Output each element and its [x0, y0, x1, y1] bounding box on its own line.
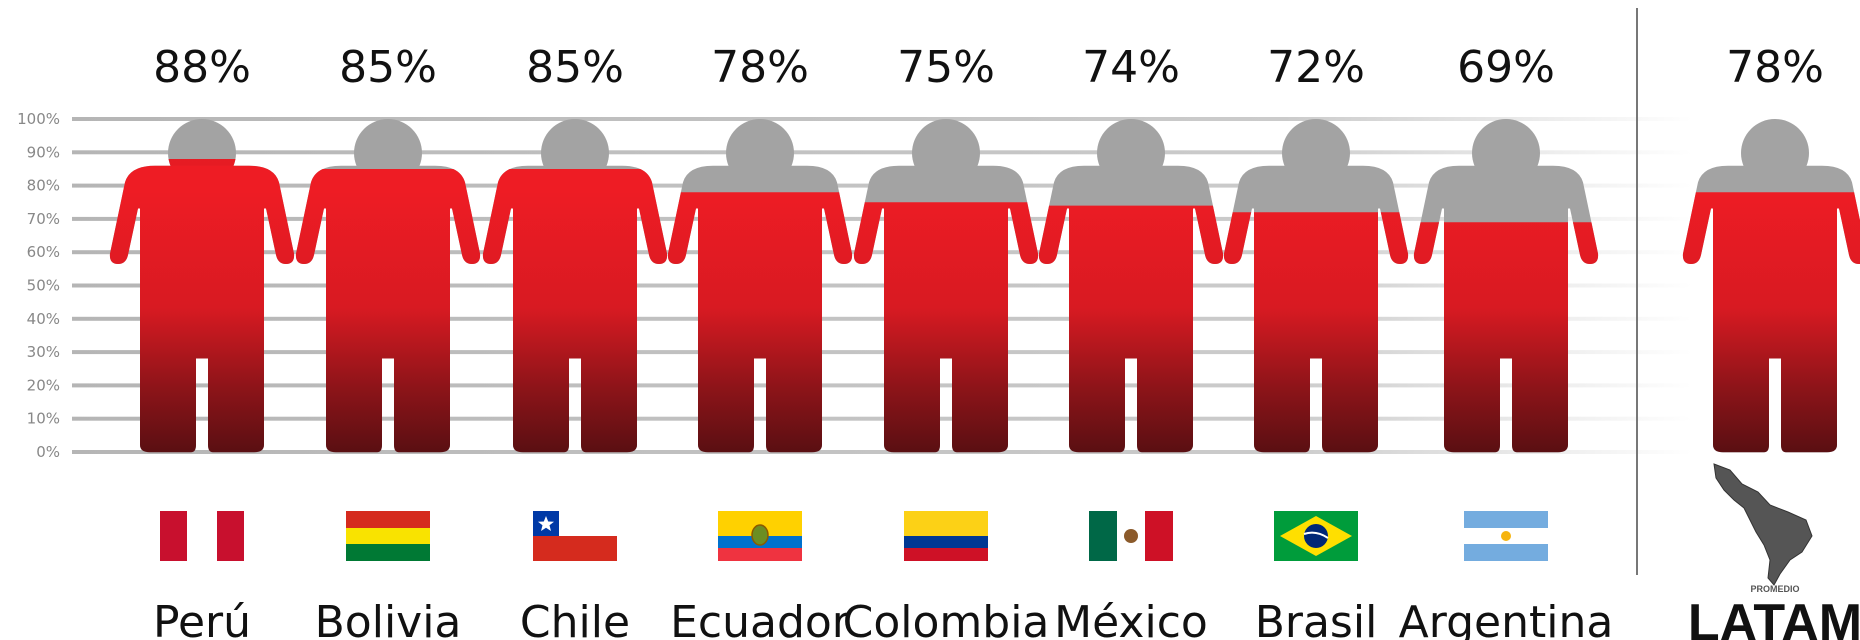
grid-line: [72, 383, 1692, 388]
flag-mexico-icon: [1089, 511, 1173, 561]
y-tick-label: 20%: [27, 376, 60, 394]
country-name: Argentina: [1399, 597, 1614, 640]
grid-line: [72, 316, 1692, 321]
y-tick-label: 90%: [27, 143, 60, 161]
grid-line: [72, 216, 1692, 221]
flag-argentina-icon: [1464, 511, 1548, 561]
value-label: 85%: [526, 42, 624, 93]
person-figure: [482, 119, 668, 453]
grid-line: [72, 350, 1692, 355]
person-figure: [853, 119, 1039, 453]
value-label: 85%: [339, 42, 437, 93]
country-name: Bolivia: [315, 597, 462, 640]
value-label: 74%: [1082, 42, 1180, 93]
person-figure: [1038, 119, 1224, 453]
value-label: 72%: [1267, 42, 1365, 93]
person-figure: [109, 119, 295, 453]
average-value-label: 78%: [1726, 42, 1824, 93]
y-tick-label: 30%: [27, 343, 60, 361]
country-flags: [160, 511, 1548, 561]
flag-bolivia-icon: [346, 511, 430, 561]
average-person-figure: [1682, 119, 1860, 453]
y-tick-label: 10%: [27, 410, 60, 428]
average-sublabel: PROMEDIO: [1750, 584, 1799, 594]
country-name: Perú: [153, 597, 251, 640]
country-name: México: [1054, 597, 1208, 640]
person-figure: [667, 119, 853, 453]
flag-ecuador-icon: [718, 511, 802, 561]
flag-peru-icon: [160, 511, 244, 561]
value-label: 69%: [1457, 42, 1555, 93]
country-name: Ecuador: [670, 597, 851, 640]
grid-line: [72, 150, 1692, 155]
value-label: 75%: [897, 42, 995, 93]
average-label: LATAM: [1688, 594, 1860, 640]
person-figures: [109, 119, 1599, 453]
y-tick-label: 60%: [27, 243, 60, 261]
grid-line: [72, 117, 1692, 121]
country-name: Brasil: [1255, 597, 1378, 640]
y-axis-ticks: 100% 90% 80% 70% 60% 50% 40% 30% 20% 10% 0%: [17, 110, 60, 461]
person-figure: [295, 119, 481, 453]
person-figure: [1223, 119, 1409, 453]
country-name: Colombia: [843, 597, 1050, 640]
value-labels: 88% 85% 85% 78% 75% 74% 72% 69%: [153, 42, 1555, 93]
country-name: Chile: [520, 597, 630, 640]
y-tick-label: 0%: [36, 443, 60, 461]
person-figure: [1413, 119, 1599, 453]
latam-map-icon: [1713, 463, 1813, 586]
flag-colombia-icon: [904, 511, 988, 561]
grid-line: [72, 416, 1692, 421]
y-tick-label: 80%: [27, 177, 60, 195]
value-label: 88%: [153, 42, 251, 93]
grid-line: [72, 283, 1692, 288]
value-label: 78%: [711, 42, 809, 93]
y-tick-label: 100%: [17, 110, 60, 128]
y-tick-label: 50%: [27, 277, 60, 295]
y-tick-label: 40%: [27, 310, 60, 328]
grid-line: [72, 250, 1692, 255]
flag-chile-icon: [533, 511, 617, 561]
y-tick-label: 70%: [27, 210, 60, 228]
flag-brazil-icon: [1274, 511, 1358, 561]
grid-line: [72, 450, 1692, 454]
